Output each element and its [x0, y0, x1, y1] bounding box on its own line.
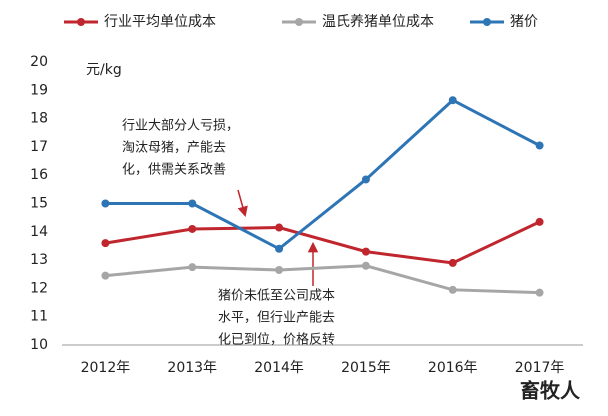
y-tick-label: 19 [30, 82, 48, 98]
x-tick-label: 2012年 [81, 360, 131, 376]
y-tick-label: 14 [30, 224, 48, 240]
y-unit-label: 元/kg [86, 62, 122, 78]
y-tick-label: 18 [30, 111, 48, 127]
point [188, 199, 197, 208]
legend-label: 温氏养猪单位成本 [322, 14, 434, 30]
legend-label: 行业平均单位成本 [104, 14, 216, 30]
point [535, 217, 544, 226]
series-line [105, 264, 540, 295]
point [101, 271, 110, 280]
point [275, 244, 284, 253]
point [361, 175, 370, 184]
y-tick-label: 12 [30, 280, 48, 296]
point [101, 239, 110, 248]
x-tick-label: 2013年 [167, 360, 217, 376]
point [535, 141, 544, 150]
annotation: 化已到位，价格反转 [218, 332, 335, 348]
point [275, 266, 284, 275]
point [361, 261, 370, 270]
point [188, 263, 197, 272]
y-tick-label: 13 [30, 252, 48, 268]
legend-label: 猪价 [510, 14, 538, 30]
series-line [105, 220, 541, 265]
point [448, 258, 457, 267]
point [535, 288, 544, 297]
y-tick-label: 16 [30, 167, 48, 183]
y-tick-label: 20 [30, 54, 48, 70]
annotation: 化，供需关系改善 [122, 162, 226, 178]
legend-marker [77, 18, 85, 26]
y-tick-label: 10 [30, 337, 48, 353]
point [101, 199, 110, 208]
y-tick-label: 17 [30, 139, 48, 155]
annotation-arrow [237, 189, 248, 218]
point [275, 223, 284, 232]
watermark: 畜牧人 [520, 379, 581, 403]
point [188, 224, 197, 233]
series-line [105, 98, 541, 251]
y-tick-label: 11 [30, 309, 48, 325]
x-tick-label: 2017年 [515, 360, 565, 376]
annotation: 水平，但行业产能去 [218, 311, 335, 326]
point [361, 247, 370, 256]
x-tick-label: 2015年 [341, 360, 391, 376]
legend-marker [483, 18, 491, 26]
point [448, 285, 457, 294]
annotation: 淘汰母猪，产能去 [122, 141, 226, 156]
x-tick-label: 2016年 [428, 360, 478, 376]
annotation: 行业大部分人亏损， [122, 119, 239, 134]
y-tick-label: 15 [30, 196, 48, 212]
point [448, 96, 457, 105]
annotation: 猪价未低至公司成本 [218, 289, 335, 304]
x-tick-label: 2014年 [254, 360, 304, 376]
legend-marker [295, 18, 303, 26]
